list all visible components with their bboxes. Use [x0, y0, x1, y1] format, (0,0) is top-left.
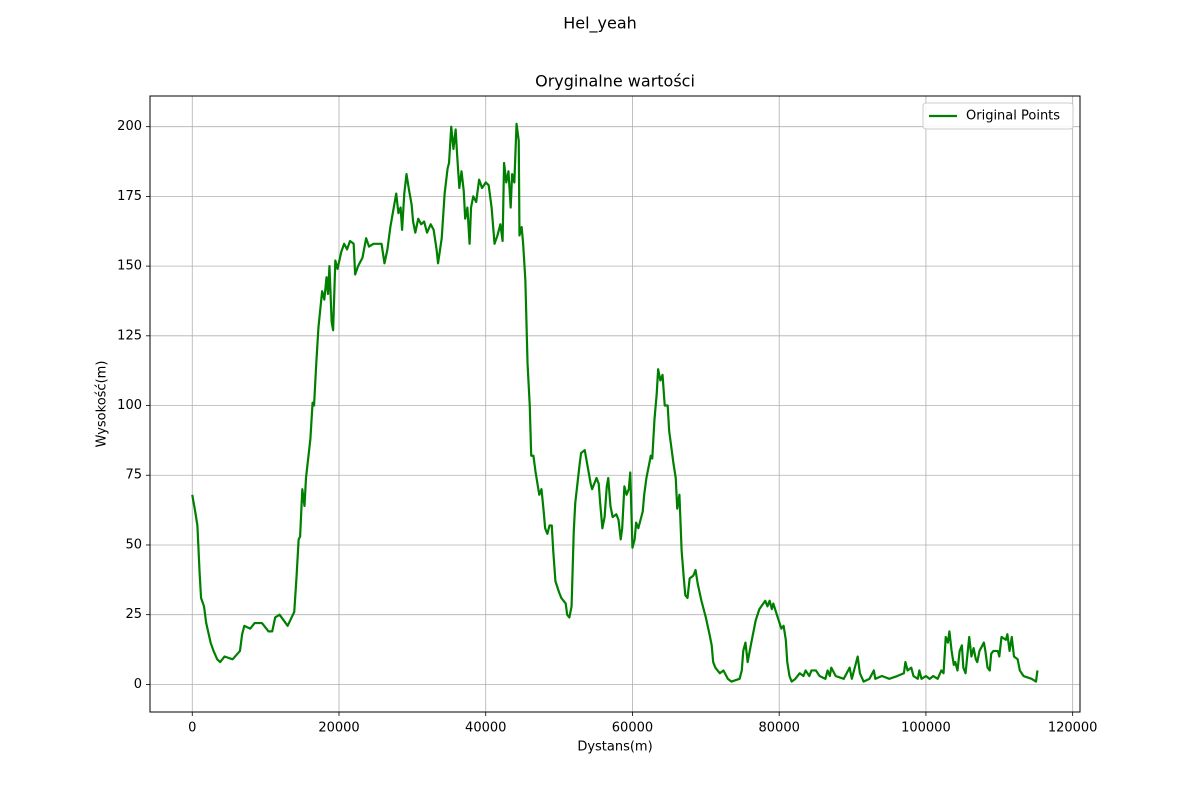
- x-tick-label: 20000: [318, 721, 359, 736]
- x-tick-label: 0: [188, 721, 196, 736]
- x-tick-label: 80000: [759, 721, 800, 736]
- y-tick-label: 175: [117, 189, 142, 204]
- legend-box: [922, 102, 1074, 130]
- y-tick-label: 0: [134, 677, 142, 692]
- x-tick-label: 120000: [1048, 721, 1098, 736]
- y-tick-label: 75: [125, 468, 142, 483]
- y-tick-label: 200: [117, 119, 142, 134]
- chart-title: Oryginalne wartości: [535, 72, 695, 91]
- y-tick-label: 25: [125, 607, 142, 622]
- y-tick-label: 150: [117, 259, 142, 274]
- axes-frame: [149, 95, 1081, 713]
- y-tick-label: 50: [125, 537, 142, 552]
- y-tick-label: 125: [117, 328, 142, 343]
- x-tick-label: 60000: [612, 721, 653, 736]
- y-axis-label: Wysokość(m): [95, 361, 110, 448]
- y-tick-label: 100: [117, 398, 142, 413]
- x-tick-label: 100000: [901, 721, 951, 736]
- suptitle: Hel_yeah: [563, 14, 637, 34]
- x-tick-label: 40000: [465, 721, 506, 736]
- legend-label: Original Points: [966, 109, 1060, 124]
- x-axis-label: Dystans(m): [577, 740, 652, 755]
- line: [191, 122, 1039, 683]
